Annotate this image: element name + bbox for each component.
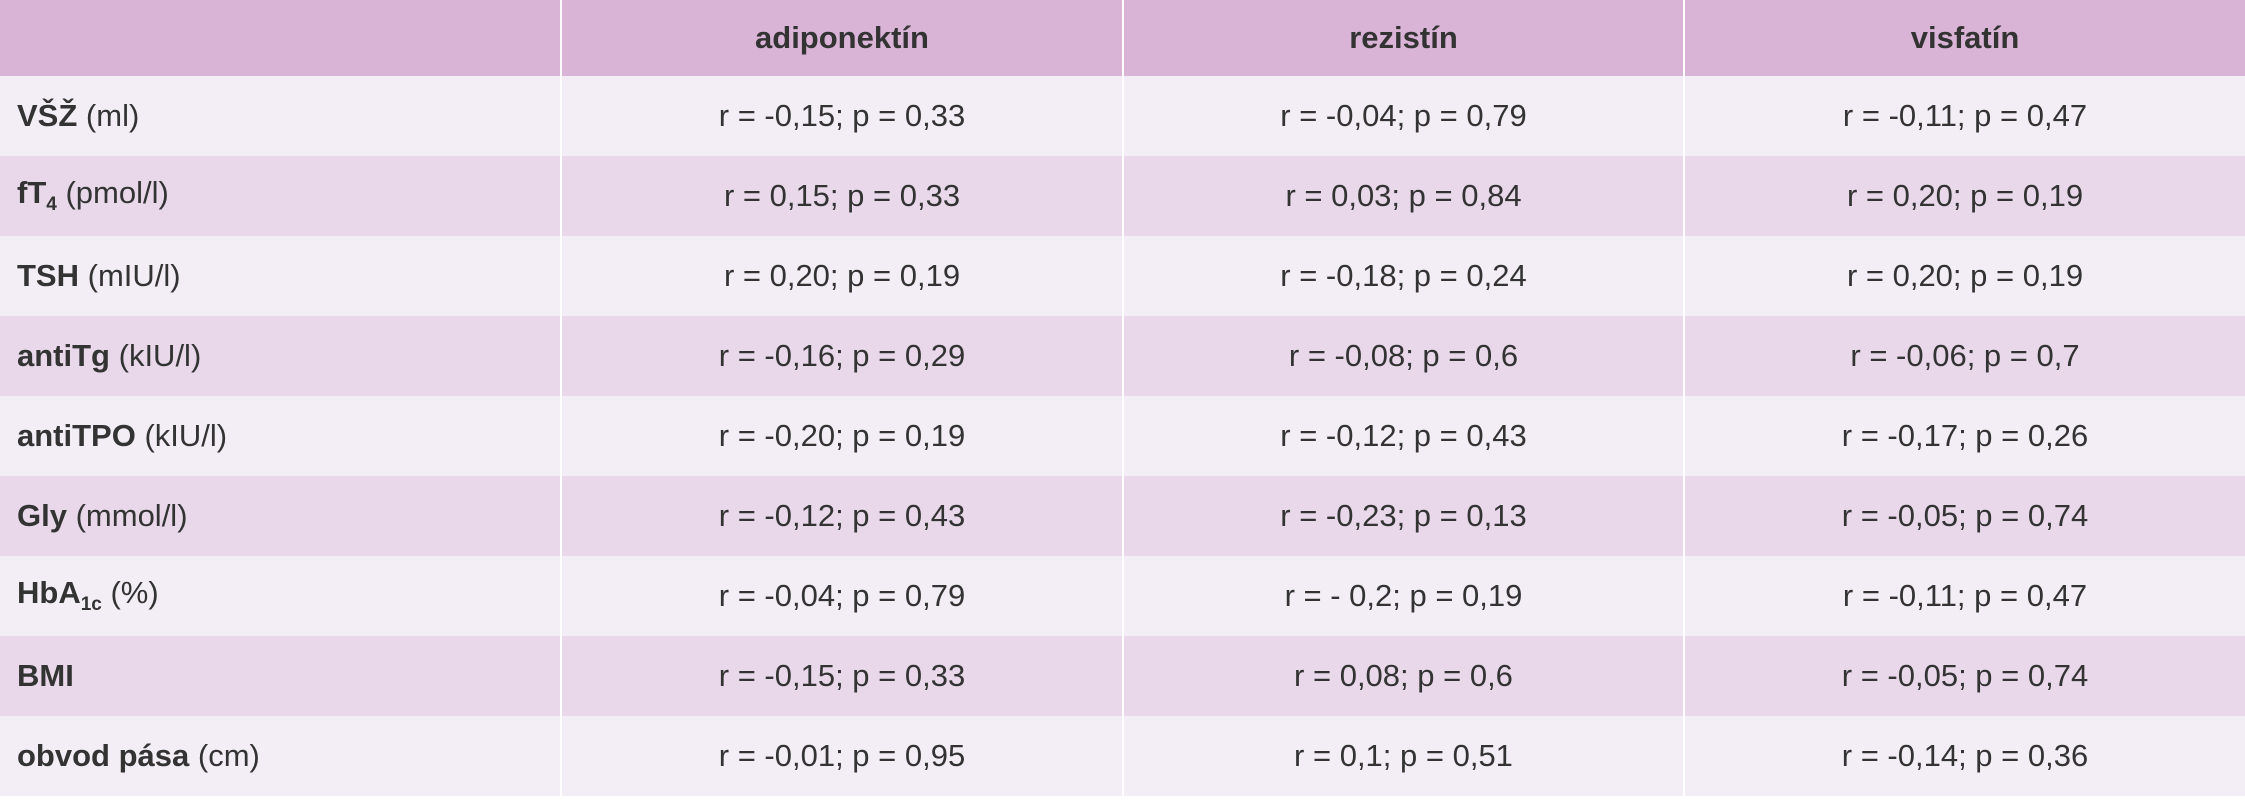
label-name: obvod pása xyxy=(17,738,190,773)
row-label: antiTPO (kIU/l) xyxy=(0,396,561,476)
table-cell: r = -0,06; p = 0,7 xyxy=(1683,316,2245,396)
label-subscript: 4 xyxy=(46,194,57,216)
table-row: fT4 (pmol/l) r = 0,15; p = 0,33 r = 0,03; … xyxy=(0,156,2245,236)
table-cell: r = 0,1; p = 0,51 xyxy=(1122,716,1684,796)
table-cell: r = -0,04; p = 0,79 xyxy=(560,556,1123,636)
table-cell: r = 0,20; p = 0,19 xyxy=(1683,156,2245,236)
label-subscript: 1c xyxy=(80,594,102,616)
row-label: Gly (mmol/l) xyxy=(0,476,561,556)
table-cell: r = -0,05; p = 0,74 xyxy=(1683,476,2245,556)
row-label: antiTg (kIU/l) xyxy=(0,316,561,396)
row-label: fT4 (pmol/l) xyxy=(0,156,561,236)
header-row: adiponektín rezistín visfatín xyxy=(0,0,2245,76)
table-cell: r = -0,01; p = 0,95 xyxy=(560,716,1123,796)
table-cell: r = -0,16; p = 0,29 xyxy=(560,316,1123,396)
label-unit: (ml) xyxy=(85,98,140,133)
table-cell: r = -0,04; p = 0,79 xyxy=(1122,76,1684,156)
table-row: VŠŽ (ml) r = -0,15; p = 0,33 r = -0,04; p … xyxy=(0,76,2245,156)
table-cell: r = -0,15; p = 0,33 xyxy=(560,76,1123,156)
table-cell: r = -0,12; p = 0,43 xyxy=(1122,396,1684,476)
label-unit: (kIU/l) xyxy=(144,418,228,453)
label-unit: (mIU/l) xyxy=(87,258,181,293)
table-row: obvod pása (cm) r = -0,01; p = 0,95 r = 0,… xyxy=(0,716,2245,796)
row-label: TSH (mIU/l) xyxy=(0,236,561,316)
table-cell: r = -0,11; p = 0,47 xyxy=(1683,76,2245,156)
label-name: antiTPO xyxy=(17,418,136,453)
row-label: obvod pása (cm) xyxy=(0,716,561,796)
label-name: antiTg xyxy=(17,338,110,373)
column-header: visfatín xyxy=(1683,0,2245,76)
label-unit: (kIU/l) xyxy=(118,338,202,373)
row-label: VŠŽ (ml) xyxy=(0,76,561,156)
table-cell: r = -0,18; p = 0,24 xyxy=(1122,236,1684,316)
table-cell: r = -0,15; p = 0,33 xyxy=(560,636,1123,716)
column-header: rezistín xyxy=(1122,0,1684,76)
label-name: fT xyxy=(17,175,47,211)
row-label: HbA1c (%) xyxy=(0,556,561,636)
column-header: adiponektín xyxy=(560,0,1123,76)
label-name: BMI xyxy=(17,658,74,693)
table-cell: r = 0,15; p = 0,33 xyxy=(560,156,1123,236)
label-name: Gly xyxy=(17,498,67,533)
table-cell: r = -0,20; p = 0,19 xyxy=(560,396,1123,476)
table-cell: r = -0,05; p = 0,74 xyxy=(1683,636,2245,716)
table-row: BMI r = -0,15; p = 0,33 r = 0,08; p = 0,6 r… xyxy=(0,636,2245,716)
table-row: antiTPO (kIU/l) r = -0,20; p = 0,19 r = -0… xyxy=(0,396,2245,476)
table-cell: r = 0,20; p = 0,19 xyxy=(1683,236,2245,316)
table-cell: r = -0,11; p = 0,47 xyxy=(1683,556,2245,636)
label-unit: (cm) xyxy=(197,738,260,773)
row-label: BMI xyxy=(0,636,561,716)
table-cell: r = -0,08; p = 0,6 xyxy=(1122,316,1684,396)
table-cell: r = -0,14; p = 0,36 xyxy=(1683,716,2245,796)
corner-cell xyxy=(0,0,561,76)
table-cell: r = 0,20; p = 0,19 xyxy=(560,236,1123,316)
table-cell: r = -0,12; p = 0,43 xyxy=(560,476,1123,556)
label-unit: (pmol/l) xyxy=(65,175,169,211)
label-unit: (%) xyxy=(110,575,159,611)
label-name: HbA xyxy=(17,575,81,611)
table-row: antiTg (kIU/l) r = -0,16; p = 0,29 r = -0,… xyxy=(0,316,2245,396)
table-row: TSH (mIU/l) r = 0,20; p = 0,19 r = -0,18; … xyxy=(0,236,2245,316)
table-cell: r = - 0,2; p = 0,19 xyxy=(1122,556,1684,636)
label-name: VŠŽ xyxy=(17,98,78,133)
table-cell: r = 0,08; p = 0,6 xyxy=(1122,636,1684,716)
label-name: TSH xyxy=(17,258,79,293)
table-cell: r = -0,23; p = 0,13 xyxy=(1122,476,1684,556)
table-row: HbA1c (%) r = -0,04; p = 0,79 r = - 0,2; p… xyxy=(0,556,2245,636)
table-cell: r = 0,03; p = 0,84 xyxy=(1122,156,1684,236)
table-row: Gly (mmol/l) r = -0,12; p = 0,43 r = -0,23… xyxy=(0,476,2245,556)
table-cell: r = -0,17; p = 0,26 xyxy=(1683,396,2245,476)
label-unit: (mmol/l) xyxy=(75,498,188,533)
